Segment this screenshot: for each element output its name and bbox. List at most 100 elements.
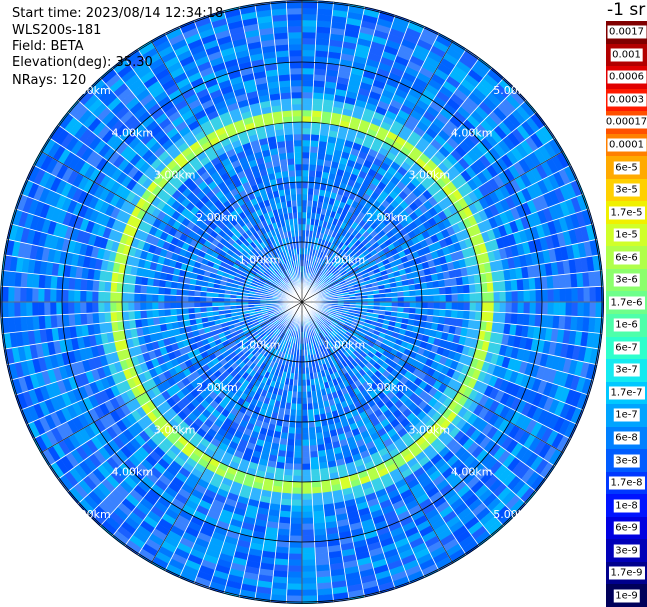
scan-cell <box>517 301 525 314</box>
scan-cell <box>0 205 12 224</box>
scan-cell <box>301 397 308 405</box>
scan-cell <box>301 547 316 555</box>
scan-cell <box>553 301 561 316</box>
scan-cell <box>7 286 15 303</box>
scan-cell <box>499 291 507 303</box>
scan-cell <box>463 301 471 312</box>
scan-cell <box>23 440 38 459</box>
scan-cell <box>287 571 303 579</box>
scan-cell <box>301 583 318 591</box>
scan-cell <box>109 301 117 313</box>
scan-cell <box>426 16 444 30</box>
scan-cell <box>309 139 320 148</box>
scan-cell <box>552 274 560 290</box>
scan-cell <box>409 289 417 297</box>
scan-cell <box>278 443 288 452</box>
scan-cell <box>296 391 303 399</box>
scan-cell <box>152 316 161 326</box>
scan-cell <box>104 311 112 323</box>
scan-cell <box>301 73 315 81</box>
scan-cell <box>349 0 368 3</box>
scan-cell <box>145 566 164 581</box>
scan-cell <box>301 457 311 465</box>
scan-cell <box>67 289 75 303</box>
scan-cell <box>289 529 303 537</box>
scan-cell <box>426 574 444 588</box>
scan-cell <box>199 296 207 303</box>
scan-cell <box>301 517 314 525</box>
scan-cell <box>193 296 201 303</box>
scan-cell <box>301 91 314 99</box>
scan-cell <box>301 145 311 153</box>
scan-cell <box>535 289 543 303</box>
scan-cell <box>581 174 594 193</box>
scan-cell <box>181 307 189 315</box>
scan-cell <box>151 301 159 311</box>
scan-cell <box>315 558 330 566</box>
scan-cell <box>296 397 303 405</box>
scan-cell <box>278 516 291 524</box>
scan-cell <box>529 289 537 303</box>
scan-cell <box>157 308 166 318</box>
scan-cell <box>74 277 82 291</box>
scan-cell <box>592 380 604 399</box>
scan-cell <box>294 439 303 447</box>
scan-cell <box>541 301 549 316</box>
scan-cell <box>396 587 415 599</box>
scan-cell <box>566 440 581 459</box>
scan-cell <box>301 37 317 45</box>
scan-cell <box>187 307 195 315</box>
scan-cell <box>110 281 118 293</box>
scan-cell <box>295 415 303 423</box>
scan-cell <box>289 415 297 423</box>
scan-cell <box>187 289 195 297</box>
scan-cell <box>492 281 500 293</box>
scan-cell <box>415 295 423 303</box>
scan-cell <box>145 285 154 295</box>
scan-cell <box>139 284 148 295</box>
scan-cell <box>211 301 219 307</box>
scan-cell <box>152 278 161 288</box>
scan-cell <box>19 286 27 303</box>
scan-cell <box>443 316 452 326</box>
scan-cell <box>505 290 513 303</box>
scan-cell <box>145 301 153 311</box>
scan-cell <box>307 187 315 195</box>
scan-cell <box>85 290 93 303</box>
scan-cell <box>74 313 82 327</box>
scan-cell <box>462 310 471 320</box>
scan-cell <box>115 292 123 303</box>
scan-cell <box>279 510 292 518</box>
scan-cell <box>279 504 292 512</box>
scan-cell <box>309 456 320 465</box>
scan-cell <box>310 133 320 142</box>
scan-cell <box>7 301 15 318</box>
scan-cell <box>289 535 303 543</box>
scan-cell <box>433 287 441 296</box>
scan-cell <box>301 7 318 15</box>
scan-cell <box>290 505 303 513</box>
scan-cell <box>301 127 312 135</box>
scan-cell <box>290 517 303 525</box>
scan-cell <box>312 86 325 94</box>
scan-cell <box>391 296 399 303</box>
scan-cell <box>286 438 296 447</box>
scan-cell <box>595 301 603 318</box>
scan-cell <box>443 278 452 288</box>
scan-cell <box>457 301 465 311</box>
scan-cell <box>559 301 567 317</box>
scan-cell <box>80 278 88 291</box>
scan-cell <box>433 301 441 310</box>
scan-cell <box>301 559 317 567</box>
scan-cell <box>301 499 313 507</box>
scan-cell <box>301 205 308 213</box>
scan-cell <box>469 292 477 303</box>
scan-cell <box>301 511 314 519</box>
scan-cell <box>415 301 423 309</box>
scan-cell <box>43 288 51 303</box>
scan-cell <box>281 486 293 494</box>
scan-cell <box>103 291 111 303</box>
scan-cell <box>293 451 303 459</box>
scan-cell <box>301 43 316 51</box>
